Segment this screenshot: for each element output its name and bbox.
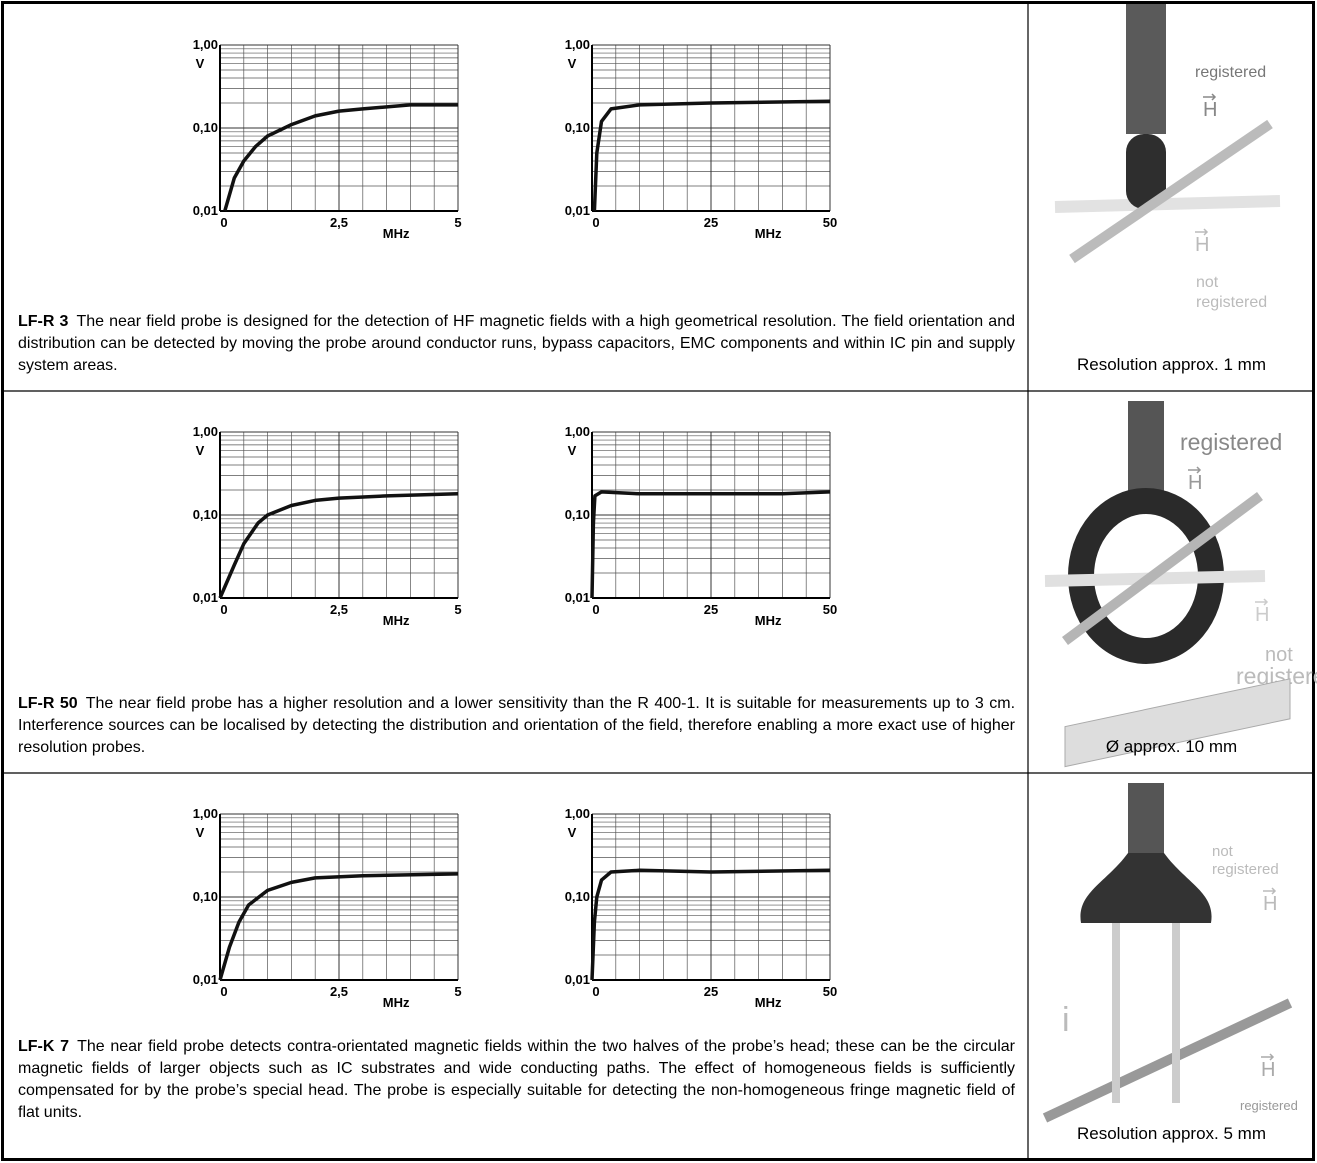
y-tick-label: 0,10	[193, 120, 218, 135]
x-tick-label: 0	[592, 215, 599, 230]
illustration-label: H	[1203, 99, 1217, 121]
x-unit: MHz	[755, 226, 782, 241]
x-tick-label: 50	[823, 215, 837, 230]
page-graphics: 0,010,101,0002,55VMHz0,010,101,0002550VM…	[0, 0, 1317, 1163]
caption: Ø approx. 10 mm	[1030, 737, 1313, 757]
probe-handle	[1126, 4, 1166, 134]
x-unit: MHz	[383, 995, 410, 1010]
probe-handle	[1128, 401, 1164, 491]
description-text: The near field probe is designed for the…	[18, 313, 1015, 374]
probe-name: LF-R 3	[18, 313, 68, 330]
x-tick-label: 25	[704, 984, 718, 999]
illustration-label: not	[1212, 843, 1234, 860]
probe-name: LF-R 50	[18, 695, 78, 712]
y-tick-label: 0,01	[565, 203, 590, 218]
x-tick-label: 0	[220, 215, 227, 230]
x-tick-label: 2,5	[330, 602, 348, 617]
x-tick-label: 5	[454, 602, 461, 617]
description-text: The near field probe has a higher resolu…	[18, 695, 1015, 756]
y-tick-label: 0,10	[565, 507, 590, 522]
y-tick-label: 1,00	[193, 424, 218, 439]
y-tick-label: 1,00	[193, 806, 218, 821]
y-tick-label: 0,01	[193, 203, 218, 218]
y-tick-label: 0,10	[565, 889, 590, 904]
y-unit: V	[568, 443, 577, 458]
page: 0,010,101,0002,55VMHz0,010,101,0002550VM…	[0, 0, 1317, 1163]
probe-head	[1080, 853, 1211, 923]
x-tick-label: 25	[704, 215, 718, 230]
description-text: The near field probe detects contra-orie…	[18, 1038, 1015, 1121]
data-line	[225, 105, 458, 211]
y-tick-label: 1,00	[193, 37, 218, 52]
x-unit: MHz	[383, 226, 410, 241]
caption: Resolution approx. 5 mm	[1030, 1124, 1313, 1144]
y-unit: V	[568, 56, 577, 71]
y-tick-label: 1,00	[565, 37, 590, 52]
y-tick-label: 0,10	[565, 120, 590, 135]
x-tick-label: 25	[704, 602, 718, 617]
y-tick-label: 0,01	[193, 590, 218, 605]
y-tick-label: 0,01	[193, 972, 218, 987]
illustration-label: registered	[1240, 1098, 1298, 1113]
x-tick-label: 50	[823, 602, 837, 617]
illustration-label: registered	[1212, 861, 1279, 878]
illustration-label: registered	[1196, 294, 1267, 311]
x-unit: MHz	[755, 613, 782, 628]
illustration-label: H	[1255, 604, 1269, 626]
y-tick-label: 0,10	[193, 889, 218, 904]
y-tick-label: 0,01	[565, 972, 590, 987]
illustration-label: i	[1062, 1001, 1070, 1039]
y-tick-label: 0,10	[193, 507, 218, 522]
field-line	[1055, 201, 1280, 207]
caption: Resolution approx. 1 mm	[1030, 355, 1313, 375]
illustration-label: registered	[1195, 64, 1266, 81]
y-tick-label: 1,00	[565, 806, 590, 821]
y-tick-label: 0,01	[565, 590, 590, 605]
x-tick-label: 2,5	[330, 215, 348, 230]
x-tick-label: 5	[454, 215, 461, 230]
y-unit: V	[196, 825, 205, 840]
x-tick-label: 0	[592, 602, 599, 617]
x-unit: MHz	[755, 995, 782, 1010]
data-line	[594, 101, 830, 211]
illustration-label: not	[1196, 274, 1219, 291]
x-tick-label: 0	[592, 984, 599, 999]
illustration-label: registered	[1180, 429, 1282, 455]
field-arrow	[1072, 124, 1270, 259]
x-unit: MHz	[383, 613, 410, 628]
y-tick-label: 1,00	[565, 424, 590, 439]
x-tick-label: 5	[454, 984, 461, 999]
x-tick-label: 2,5	[330, 984, 348, 999]
illustration-label: H	[1188, 472, 1202, 494]
illustration-label: H	[1263, 893, 1277, 915]
x-tick-label: 0	[220, 984, 227, 999]
probe-handle	[1128, 783, 1164, 853]
illustration-label: H	[1261, 1059, 1275, 1081]
x-tick-label: 0	[220, 602, 227, 617]
y-unit: V	[568, 825, 577, 840]
x-tick-label: 50	[823, 984, 837, 999]
y-unit: V	[196, 56, 205, 71]
illustration-label: H	[1195, 234, 1209, 256]
probe-name: LF-K 7	[18, 1038, 69, 1055]
y-unit: V	[196, 443, 205, 458]
